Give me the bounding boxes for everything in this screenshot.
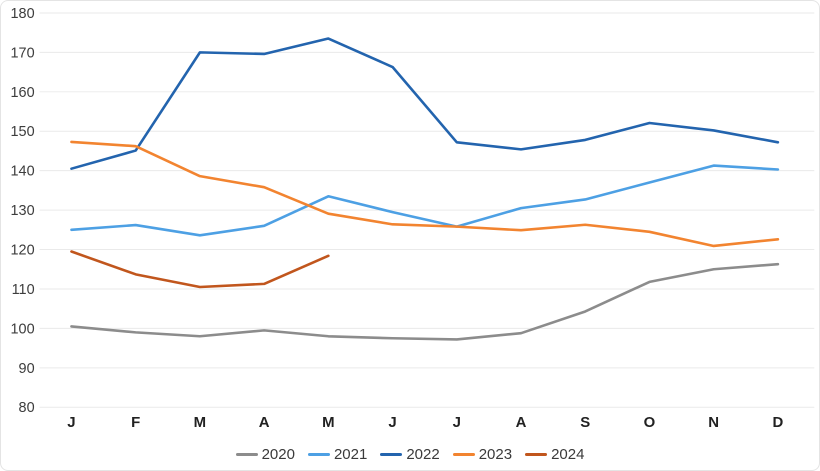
legend-swatch-2021 xyxy=(307,453,330,456)
x-tick-label: F xyxy=(131,414,140,431)
x-tick-label: M xyxy=(322,414,334,431)
legend-item-2021[interactable]: 2021 xyxy=(307,446,368,463)
y-tick-label: 100 xyxy=(11,321,35,337)
legend-label: 2023 xyxy=(478,446,513,463)
y-tick-label: 180 xyxy=(11,6,35,22)
series-line-2022[interactable] xyxy=(70,37,780,170)
x-tick-label: J xyxy=(388,414,396,431)
y-tick-label: 150 xyxy=(11,124,35,140)
x-tick-label: A xyxy=(516,414,527,431)
y-tick-label: 130 xyxy=(11,203,35,219)
x-tick-label: A xyxy=(259,414,270,431)
y-tick-label: 140 xyxy=(11,164,35,180)
y-tick-label: 110 xyxy=(12,282,35,298)
x-tick-label: J xyxy=(453,414,461,431)
x-tick-label: S xyxy=(580,414,590,431)
x-tick-label: N xyxy=(708,414,719,431)
x-tick-label: D xyxy=(773,414,784,431)
legend-item-2022[interactable]: 2022 xyxy=(380,446,440,463)
x-tick-label: J xyxy=(67,414,75,431)
series-line-2024[interactable] xyxy=(70,250,330,289)
series-line-2021[interactable] xyxy=(70,164,780,237)
gridlines xyxy=(39,12,815,408)
legend-label: 2024 xyxy=(551,446,585,463)
y-tick-label: 170 xyxy=(11,45,35,61)
legend-swatch-2020 xyxy=(235,453,258,456)
y-tick-label: 160 xyxy=(11,85,35,101)
legend-label: 2020 xyxy=(261,446,295,463)
series-line-2023[interactable] xyxy=(70,140,780,248)
y-tick-label: 90 xyxy=(19,361,35,377)
legend-item-2020[interactable]: 2020 xyxy=(235,446,295,463)
legend-label: 2021 xyxy=(333,446,368,463)
series-line-2020[interactable] xyxy=(70,262,780,341)
legend-swatch-2024 xyxy=(525,453,548,456)
x-tick-label: O xyxy=(644,414,656,431)
legend-label: 2022 xyxy=(406,446,440,463)
y-tick-label: 120 xyxy=(11,243,35,259)
chart-legend: 2020 2021 2022 2023 2024 xyxy=(1,446,819,463)
x-tick-label: M xyxy=(194,414,206,431)
legend-item-2023[interactable]: 2023 xyxy=(452,446,513,463)
y-tick-label: 80 xyxy=(19,400,35,416)
legend-item-2024[interactable]: 2024 xyxy=(525,446,584,463)
legend-swatch-2023 xyxy=(452,453,475,456)
legend-swatch-2022 xyxy=(380,453,403,456)
series-lines xyxy=(70,37,780,341)
y-axis-labels: 80 90 100 110 120 130 140 150 160 170 180 xyxy=(11,6,35,416)
